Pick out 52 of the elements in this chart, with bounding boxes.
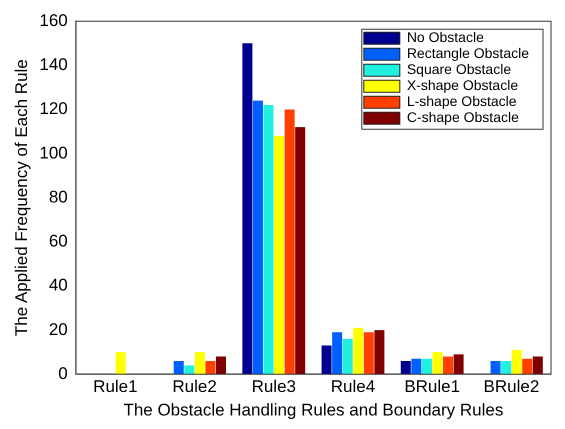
y-tick-label: 60 bbox=[48, 232, 68, 251]
bar bbox=[216, 356, 226, 374]
y-tick-label: 140 bbox=[39, 55, 68, 74]
bar bbox=[342, 338, 353, 374]
x-tick-label: Rule1 bbox=[93, 377, 138, 396]
bar bbox=[522, 358, 532, 374]
bar bbox=[374, 330, 384, 374]
bar bbox=[284, 109, 295, 374]
bar bbox=[432, 352, 442, 374]
legend-label: No Obstacle bbox=[406, 29, 484, 46]
y-tick-label: 100 bbox=[39, 143, 68, 162]
bar bbox=[263, 105, 274, 374]
bar bbox=[364, 332, 374, 374]
y-tick-label: 80 bbox=[48, 187, 68, 206]
bar bbox=[332, 332, 342, 374]
x-axis-title: The Obstacle Handling Rules and Boundary Rules bbox=[123, 400, 504, 420]
bar bbox=[116, 352, 126, 374]
bar bbox=[422, 358, 432, 374]
legend-label: X-shape Obstacle bbox=[406, 77, 518, 94]
x-tick-label: BRule2 bbox=[484, 377, 540, 396]
bar bbox=[532, 356, 543, 374]
bar bbox=[274, 136, 284, 374]
legend-label: L-shape Obstacle bbox=[406, 93, 517, 110]
y-axis-title: The Applied Frequency of Each Rule bbox=[12, 59, 31, 336]
x-tick-label: Rule2 bbox=[172, 377, 217, 396]
legend-label: Rectangle Obstacle bbox=[406, 45, 530, 62]
x-tick-label: Rule3 bbox=[252, 377, 296, 396]
y-tick-label: 120 bbox=[39, 99, 68, 118]
bar bbox=[512, 350, 522, 374]
bar bbox=[194, 352, 205, 374]
x-tick-label: BRule1 bbox=[404, 377, 460, 396]
bar bbox=[174, 360, 184, 374]
bar bbox=[184, 365, 194, 374]
legend-label: Square Obstacle bbox=[406, 61, 512, 78]
bar bbox=[295, 127, 306, 374]
y-tick-label: 20 bbox=[48, 320, 68, 339]
bar bbox=[411, 358, 422, 374]
y-tick-label: 160 bbox=[39, 10, 68, 30]
bar bbox=[252, 100, 263, 374]
bar bbox=[322, 346, 332, 374]
x-tick-label: Rule4 bbox=[330, 377, 376, 396]
bar bbox=[454, 354, 464, 374]
bar bbox=[501, 360, 512, 374]
bar bbox=[205, 360, 216, 374]
bar bbox=[490, 360, 501, 374]
bar bbox=[443, 356, 454, 374]
y-tick-label: 40 bbox=[48, 276, 68, 295]
bar bbox=[242, 43, 252, 374]
y-tick-label: 0 bbox=[58, 364, 68, 383]
bar bbox=[353, 328, 364, 374]
legend-label: C-shape Obstacle bbox=[406, 109, 520, 126]
bar bbox=[400, 360, 411, 374]
